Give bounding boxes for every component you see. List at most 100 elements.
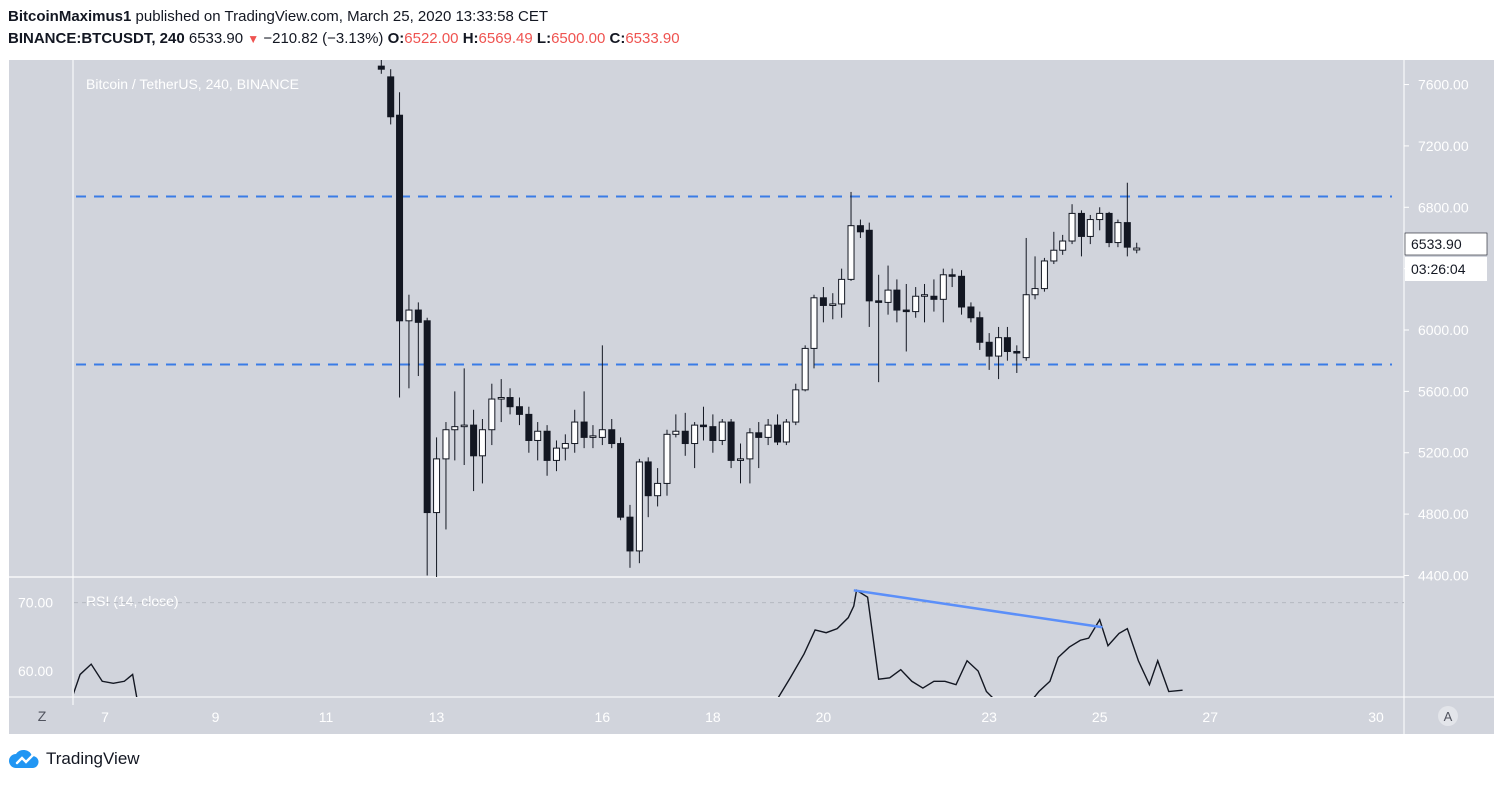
candle: [699, 406, 707, 441]
candle-body-up: [460, 424, 468, 428]
candle: [718, 418, 726, 446]
candle-body-down: [1105, 212, 1113, 244]
countdown-box: [1405, 257, 1487, 281]
candle-body-down: [626, 516, 634, 552]
chart-title: Bitcoin / TetherUS, 240, BINANCE: [86, 76, 299, 92]
candle: [829, 293, 837, 320]
candle-body-up: [534, 430, 542, 441]
candle: [1022, 237, 1030, 361]
candle-body-down: [387, 76, 395, 118]
candle: [967, 302, 975, 323]
candle-body-up: [792, 389, 800, 423]
candle: [377, 60, 385, 74]
candle-body-down: [1013, 350, 1021, 354]
candle: [1096, 207, 1104, 231]
candle: [995, 326, 1003, 380]
rsi-tick-label: 60.00: [18, 663, 53, 679]
candle-body-up: [1031, 288, 1039, 296]
candle-body-down: [709, 426, 717, 441]
candle: [387, 69, 395, 125]
published-text: published on TradingView.com, March 25, …: [135, 8, 549, 25]
candle-body-up: [782, 421, 790, 443]
candle-body-up: [810, 297, 818, 349]
candle: [884, 265, 892, 315]
candle-body-up: [718, 421, 726, 441]
candle: [561, 434, 569, 461]
candle-body-up: [829, 303, 837, 306]
candle-body-down: [727, 421, 735, 461]
candle-body-up: [764, 424, 772, 438]
candle: [460, 368, 468, 466]
candle: [1040, 257, 1048, 292]
rsi-tick-label: 70.00: [18, 595, 53, 611]
ohlc-row: BINANCE:BTCUSDT, 240 6533.90 ▼ −210.82 (…: [8, 28, 680, 50]
candle: [470, 409, 478, 492]
candle-body-up: [1068, 212, 1076, 242]
candle: [939, 268, 947, 323]
auto-scale-label: A: [1444, 709, 1453, 724]
candle-body-down: [543, 430, 551, 461]
candle: [580, 391, 588, 449]
candle: [1003, 326, 1011, 361]
candle: [902, 283, 910, 352]
time-tick-label: 23: [981, 709, 997, 725]
rsi-title: RSI (14, close): [86, 593, 179, 609]
rsi-trendline[interactable]: [853, 589, 1103, 629]
candle-body-up: [1086, 219, 1094, 237]
current-price: 6533.90: [188, 30, 244, 47]
candle-body-up: [635, 461, 643, 552]
candle: [506, 388, 514, 415]
candle: [847, 191, 855, 281]
candle-body-down: [525, 413, 533, 441]
candle-body-down: [423, 320, 431, 514]
price-change: −210.82 (−3.13%): [263, 30, 384, 47]
candle-body-down: [1003, 337, 1011, 352]
time-tick-label: 11: [319, 709, 334, 725]
last-price-box: [1404, 232, 1488, 256]
close-value: 6533.90: [625, 30, 680, 47]
candle-body-down: [865, 229, 873, 302]
candle: [1133, 242, 1141, 254]
candle: [921, 283, 929, 323]
candle-body-down: [377, 65, 385, 70]
author-name[interactable]: BitcoinMaximus1: [8, 8, 132, 25]
footer-branding[interactable]: TradingView: [8, 748, 140, 770]
close-label: C:: [609, 30, 626, 47]
candle: [912, 287, 920, 318]
auto-scale-button[interactable]: A: [1438, 706, 1458, 726]
candle: [515, 397, 523, 426]
time-axis[interactable]: 7 9 11 13 16 18 20 23 25 27 30: [101, 709, 1384, 725]
candle-body-down: [1123, 222, 1131, 248]
candle-body-up: [847, 225, 855, 280]
open-value: 6522.00: [404, 30, 459, 47]
candle: [543, 425, 551, 476]
candle-body-down: [819, 297, 827, 306]
candle-body-up: [598, 429, 606, 438]
z-button-label: Z: [38, 708, 47, 724]
candle-body-down: [856, 225, 864, 233]
candle: [571, 409, 579, 453]
candle: [755, 422, 763, 469]
auto-scale-circle: [1438, 706, 1458, 726]
z-button[interactable]: Z: [38, 708, 47, 724]
high-label: H:: [462, 30, 479, 47]
candle-body-down: [470, 424, 478, 457]
candle-body-up: [884, 289, 892, 303]
time-tick-label: 9: [212, 709, 220, 725]
candle: [727, 418, 735, 469]
candle-body-up: [939, 274, 947, 300]
horizontal-levels[interactable]: [76, 195, 1392, 366]
candle: [1031, 256, 1039, 300]
candle-body-down: [699, 424, 707, 428]
rsi-axis[interactable]: 70.00 60.00: [18, 595, 53, 679]
candle: [1086, 214, 1094, 245]
candle-body-up: [561, 443, 569, 449]
candle-body-up: [571, 421, 579, 445]
candle: [414, 302, 422, 377]
candle-body-down: [967, 306, 975, 319]
price-tick-label: 6800.00: [1418, 199, 1469, 215]
candle-body-down: [1077, 212, 1085, 237]
candle: [672, 414, 680, 438]
candle-body-up: [1022, 294, 1030, 359]
